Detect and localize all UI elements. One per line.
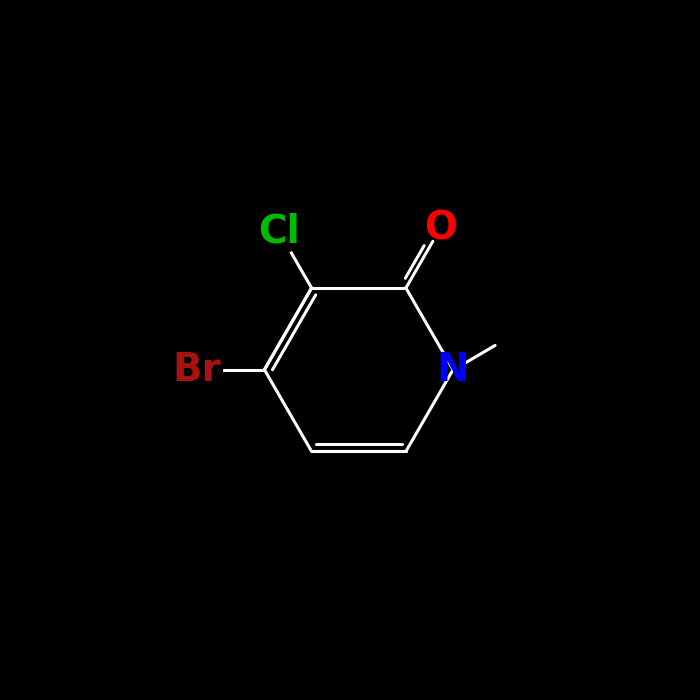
Text: Br: Br [173, 351, 221, 388]
Text: O: O [424, 209, 457, 247]
Text: N: N [437, 351, 470, 388]
Text: Cl: Cl [258, 213, 300, 251]
